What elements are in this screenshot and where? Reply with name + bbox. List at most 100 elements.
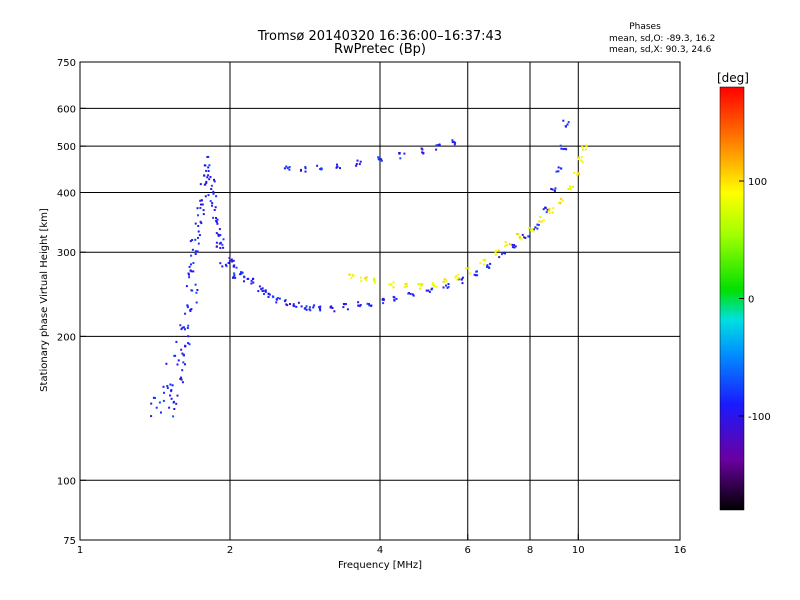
data-point (517, 233, 520, 236)
data-point (218, 228, 221, 231)
data-point (411, 293, 414, 296)
data-point (566, 123, 569, 126)
data-point (453, 143, 456, 146)
data-point (196, 207, 199, 210)
data-point (188, 276, 191, 279)
colorbar-label: [deg] (717, 71, 749, 85)
data-point (246, 278, 249, 280)
data-point (545, 211, 548, 214)
data-point (162, 399, 165, 402)
data-point (437, 144, 440, 147)
data-point (547, 209, 550, 212)
data-point (180, 378, 183, 381)
data-point (241, 271, 244, 274)
data-point (373, 277, 376, 280)
data-point (342, 303, 345, 305)
data-point (461, 276, 464, 279)
data-point (539, 216, 542, 218)
data-point (211, 202, 214, 205)
data-point (175, 402, 178, 405)
y-tick-label: 750 (57, 58, 76, 69)
data-point (336, 163, 338, 166)
data-point (240, 272, 243, 275)
data-point (451, 139, 454, 142)
data-point (217, 233, 220, 236)
data-point (181, 381, 184, 384)
data-point (168, 406, 171, 409)
data-point (406, 282, 409, 285)
data-point (435, 286, 438, 289)
data-point (240, 271, 243, 274)
data-point (233, 272, 236, 275)
data-point (207, 194, 210, 197)
data-point (564, 125, 567, 128)
data-point (215, 219, 218, 222)
data-point (559, 201, 562, 204)
data-point (309, 309, 312, 312)
data-point (530, 229, 532, 232)
data-point (233, 274, 236, 277)
data-point (373, 280, 376, 283)
data-point (186, 304, 189, 307)
data-point (557, 166, 560, 169)
data-point (542, 208, 545, 211)
data-point (572, 185, 575, 188)
data-point (261, 290, 264, 292)
data-point (160, 411, 162, 414)
data-point (342, 306, 345, 309)
data-point (419, 287, 421, 290)
data-point (210, 188, 213, 190)
data-point (188, 265, 191, 268)
data-point (219, 262, 222, 265)
data-point (435, 144, 438, 147)
colorbar-tick-label: 100 (748, 177, 767, 188)
data-point (544, 206, 547, 209)
data-point (184, 312, 187, 315)
data-point (457, 277, 460, 280)
data-point (508, 243, 511, 246)
data-point (150, 402, 153, 405)
data-point (403, 152, 406, 155)
data-point (184, 363, 186, 366)
data-point (370, 304, 373, 307)
data-point (252, 277, 255, 280)
data-point (513, 244, 516, 247)
data-point (360, 276, 363, 279)
data-point (232, 259, 235, 262)
x-tick-label: 1 (77, 545, 83, 556)
data-point (219, 247, 222, 249)
data-point (466, 267, 469, 270)
data-point (204, 164, 207, 167)
data-point (584, 148, 587, 151)
data-point (286, 304, 289, 307)
data-point (313, 304, 316, 307)
data-point (567, 121, 570, 124)
data-point (364, 277, 367, 280)
data-point (536, 227, 539, 230)
data-point (173, 408, 176, 410)
data-point (179, 378, 182, 380)
data-point (268, 293, 271, 296)
x-axis-ticks: 1 2 4 6 8 10 16 (77, 534, 686, 556)
data-point (258, 285, 261, 288)
data-point (577, 158, 580, 161)
data-point (365, 276, 368, 279)
data-point (222, 246, 225, 249)
data-point (348, 273, 351, 276)
data-point (335, 166, 338, 169)
data-point (504, 241, 507, 244)
data-point (537, 223, 540, 226)
data-point (457, 273, 460, 276)
data-point (409, 292, 412, 295)
data-point (219, 234, 222, 237)
data-point (195, 301, 198, 304)
data-point (548, 212, 551, 214)
data-point (235, 266, 238, 269)
data-point (198, 234, 201, 237)
data-point (192, 262, 195, 264)
data-point (464, 267, 467, 270)
data-point (181, 352, 184, 355)
data-point (215, 241, 218, 244)
data-point (421, 151, 424, 154)
x-axis-label: Frequency [MHz] (338, 560, 422, 571)
